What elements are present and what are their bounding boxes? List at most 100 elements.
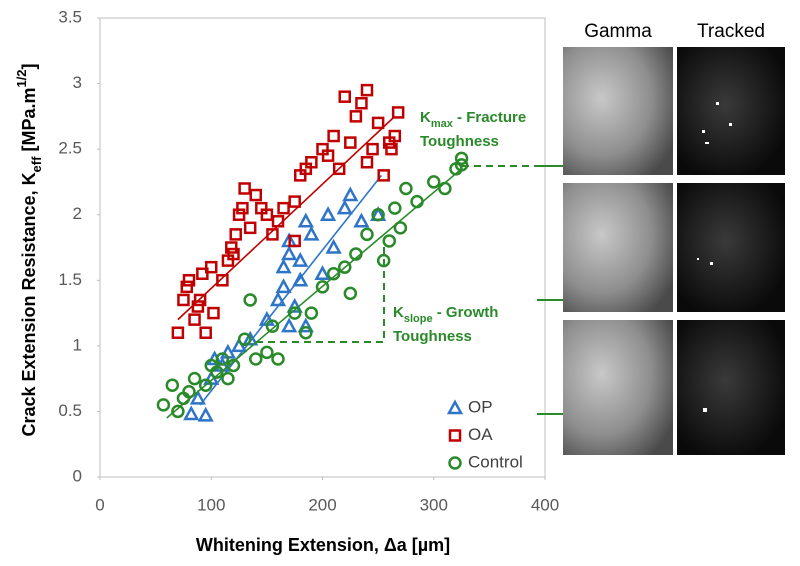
point	[385, 142, 398, 156]
point	[199, 326, 212, 339]
point	[171, 326, 185, 339]
point	[205, 260, 218, 274]
panel-title: Gamma	[584, 21, 652, 42]
point	[277, 201, 290, 215]
point	[366, 142, 379, 156]
point	[171, 404, 185, 419]
point	[275, 278, 292, 294]
point	[319, 206, 337, 221]
point	[292, 252, 309, 267]
point	[237, 332, 252, 347]
y-tick-label: 0.5	[58, 401, 82, 420]
point	[227, 247, 240, 261]
point	[388, 129, 402, 143]
point	[360, 156, 374, 169]
point	[377, 169, 390, 182]
point	[304, 306, 319, 320]
point	[427, 175, 441, 189]
y-axis-label: Crack Extension Resistance, Keff [MPa.m1…	[14, 63, 44, 436]
point	[336, 199, 353, 215]
legend-label: OP	[468, 397, 493, 416]
point	[315, 280, 330, 294]
point	[271, 352, 285, 366]
point	[215, 352, 230, 366]
point	[216, 274, 229, 287]
point	[210, 365, 224, 379]
x-tick-label: 100	[197, 495, 225, 514]
point	[238, 182, 251, 195]
y-tick-label: 3.5	[58, 7, 82, 26]
y-label-part: [MPa.m	[19, 88, 39, 157]
point	[156, 398, 171, 412]
point	[236, 201, 249, 215]
point	[275, 258, 292, 274]
point	[360, 83, 374, 97]
point	[286, 297, 303, 313]
point	[271, 215, 285, 228]
point	[326, 266, 341, 281]
point	[342, 186, 359, 202]
legend-label: OA	[468, 425, 493, 444]
point	[344, 136, 357, 149]
legend-marker	[446, 399, 464, 415]
annotation-part: slope	[404, 313, 433, 325]
y-tick-label: 1	[73, 335, 82, 354]
fit-line	[177, 115, 396, 321]
legend-label: Control	[468, 452, 523, 471]
annotation-part: K	[393, 304, 404, 321]
point	[299, 325, 313, 340]
point	[382, 234, 396, 248]
point	[182, 385, 196, 399]
point	[180, 280, 194, 294]
point	[242, 330, 259, 346]
point	[305, 156, 318, 169]
point	[325, 238, 342, 254]
image-panels	[563, 47, 785, 455]
point	[221, 371, 235, 386]
tracked-image	[677, 47, 785, 175]
annotation-part: - Growth	[433, 304, 499, 321]
y-tick-label: 2	[73, 204, 82, 223]
point	[388, 201, 402, 215]
annotation: Kslope - Growth	[393, 304, 498, 325]
panel-title: Tracked	[697, 21, 765, 42]
point	[303, 225, 320, 241]
point	[266, 228, 279, 241]
point	[189, 389, 207, 405]
point	[338, 90, 351, 103]
point	[349, 110, 363, 123]
point	[327, 129, 340, 143]
gamma-image	[563, 47, 673, 175]
point	[349, 247, 363, 261]
point	[232, 208, 246, 221]
point	[410, 194, 424, 209]
point	[249, 352, 263, 366]
point	[355, 96, 368, 110]
point	[371, 207, 385, 222]
point	[353, 212, 370, 228]
point	[332, 162, 346, 176]
point	[182, 274, 196, 287]
point	[297, 317, 314, 333]
annotation-part: max	[431, 118, 454, 130]
annotation: Toughness	[393, 328, 472, 345]
point	[454, 158, 469, 172]
y-tick-label: 1.5	[58, 270, 82, 289]
y-label-part: Crack Extension Resistance, K	[19, 172, 39, 436]
point	[165, 378, 180, 392]
point	[314, 265, 331, 280]
tracked-spots	[697, 102, 732, 412]
point	[188, 313, 201, 326]
point	[207, 306, 220, 320]
point	[454, 151, 469, 166]
y-label-part: eff	[29, 156, 44, 173]
point	[196, 267, 209, 280]
point	[376, 253, 391, 268]
point	[193, 293, 207, 307]
tracked-image	[677, 183, 785, 312]
point	[438, 181, 452, 196]
legend-marker	[448, 456, 462, 470]
point	[371, 116, 385, 130]
point	[226, 358, 241, 373]
x-axis-label: Whitening Extension, Δa [µm]	[196, 535, 450, 555]
